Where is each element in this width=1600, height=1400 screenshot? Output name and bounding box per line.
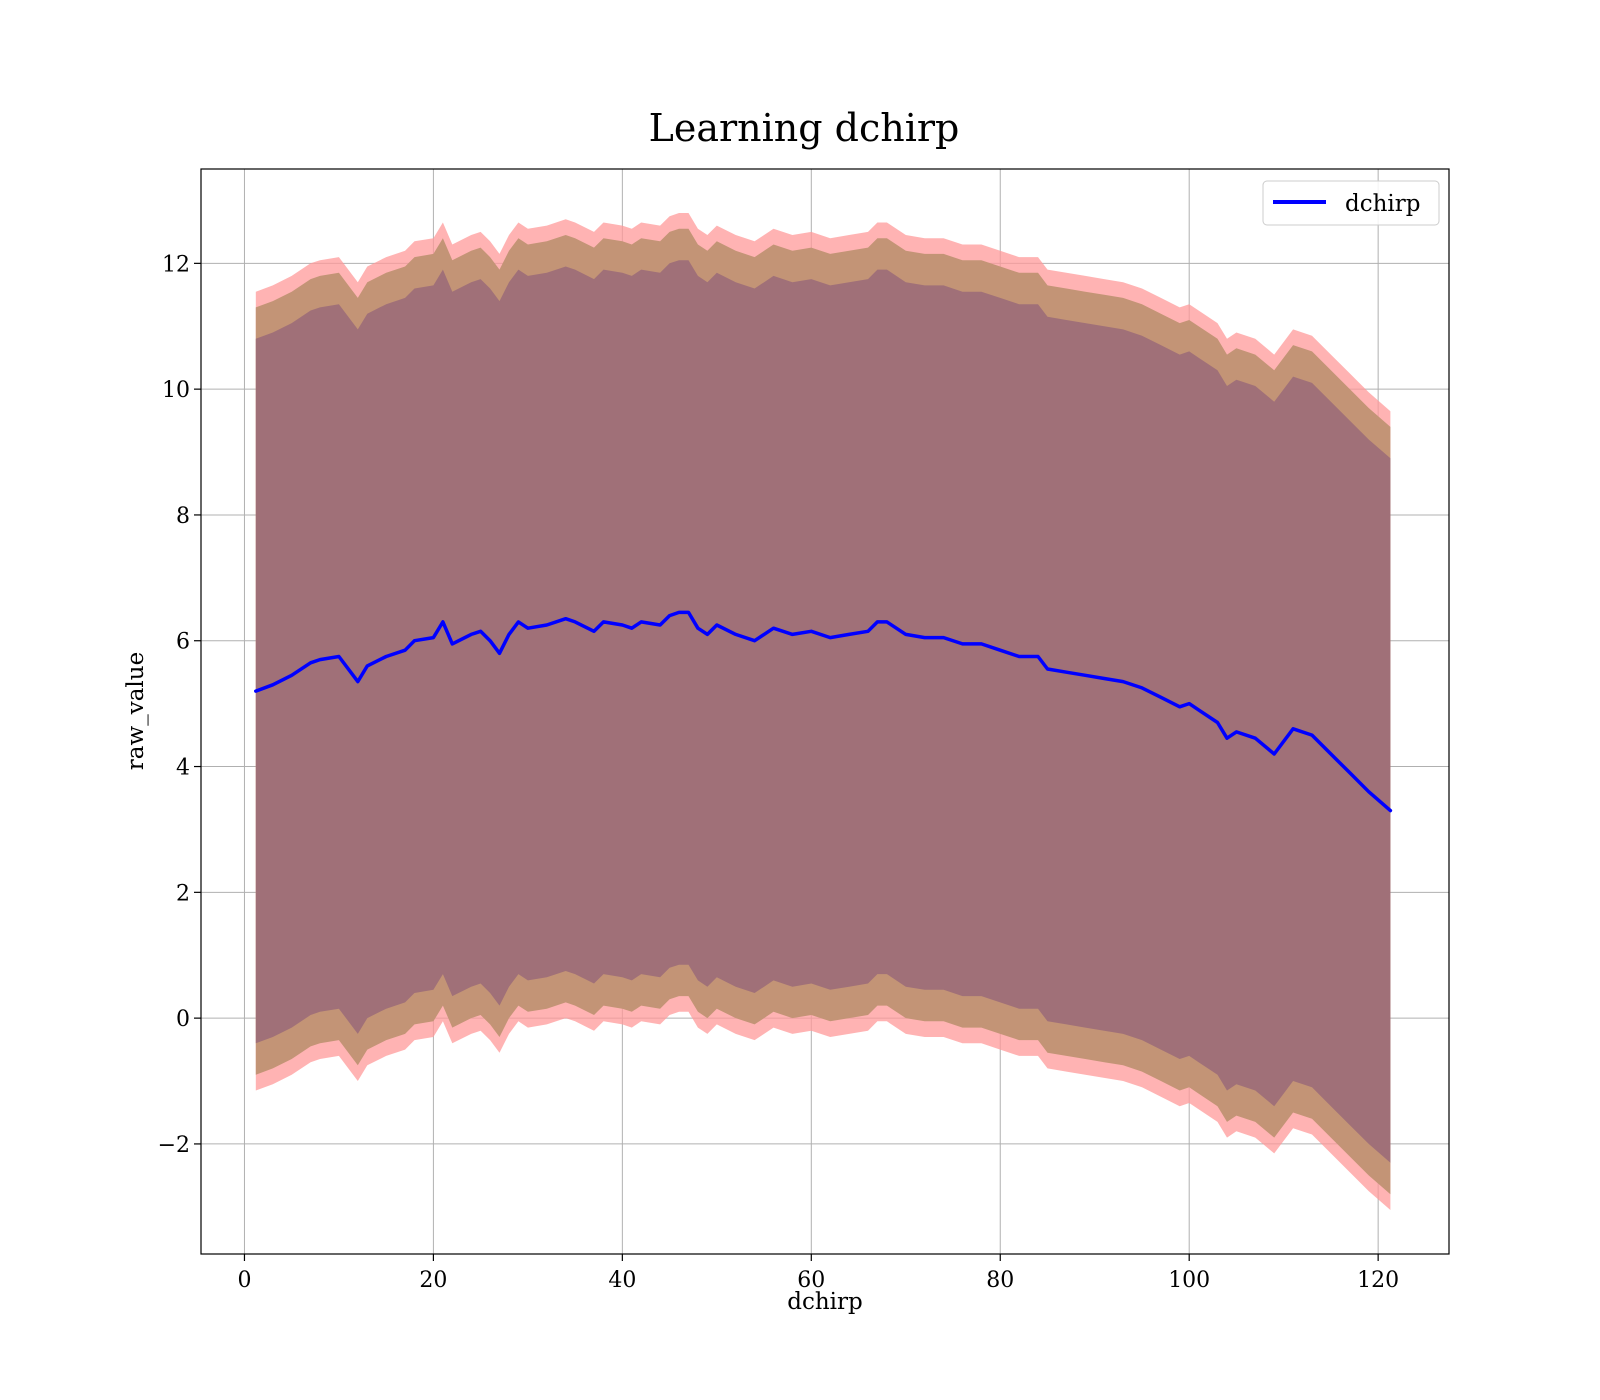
- axis-ticks: 0 20 40 60 80 100 120 −2 0 2 4 6 8 10 12: [158, 252, 1400, 1293]
- x-tick-label: 80: [986, 1268, 1014, 1293]
- legend[interactable]: dchirp: [1262, 180, 1440, 226]
- legend-label-dchirp: dchirp: [1345, 191, 1421, 217]
- y-tick-label: 0: [176, 1007, 190, 1032]
- y-tick-label: 6: [176, 630, 190, 655]
- y-tick-label: 12: [162, 252, 190, 277]
- x-tick-label: 100: [1168, 1268, 1210, 1293]
- x-tick-label: 120: [1357, 1268, 1399, 1293]
- x-tick-label: 60: [797, 1268, 825, 1293]
- y-axis-label: raw_value: [123, 652, 149, 770]
- y-tick-label: 4: [176, 756, 190, 781]
- x-tick-label: 20: [419, 1268, 447, 1293]
- y-tick-label: 10: [162, 378, 190, 403]
- x-tick-label: 0: [237, 1268, 251, 1293]
- chart-title: Learning dchirp: [649, 106, 960, 150]
- x-tick-label: 40: [608, 1268, 636, 1293]
- confidence-bands: [255, 213, 1391, 1210]
- series-lines: [254, 610, 1393, 813]
- y-tick-label: 2: [176, 881, 190, 906]
- x-axis-label: dchirp: [787, 1289, 863, 1315]
- plot-frame: [200, 168, 1450, 1255]
- y-tick-label: −2: [158, 1133, 190, 1158]
- inner-band: [255, 260, 1391, 1163]
- y-tick-label: 8: [176, 504, 190, 529]
- legend-box: [1262, 180, 1440, 226]
- series-line-dchirp: [254, 610, 1393, 813]
